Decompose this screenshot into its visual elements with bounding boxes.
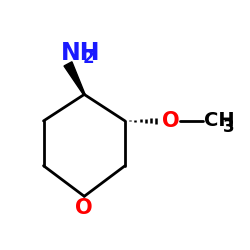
Text: NH: NH	[61, 41, 100, 65]
Text: O: O	[76, 198, 93, 218]
Text: 3: 3	[223, 118, 234, 136]
Polygon shape	[64, 62, 85, 95]
Text: O: O	[162, 111, 180, 131]
Text: 2: 2	[83, 50, 94, 68]
Text: CH: CH	[204, 112, 235, 130]
